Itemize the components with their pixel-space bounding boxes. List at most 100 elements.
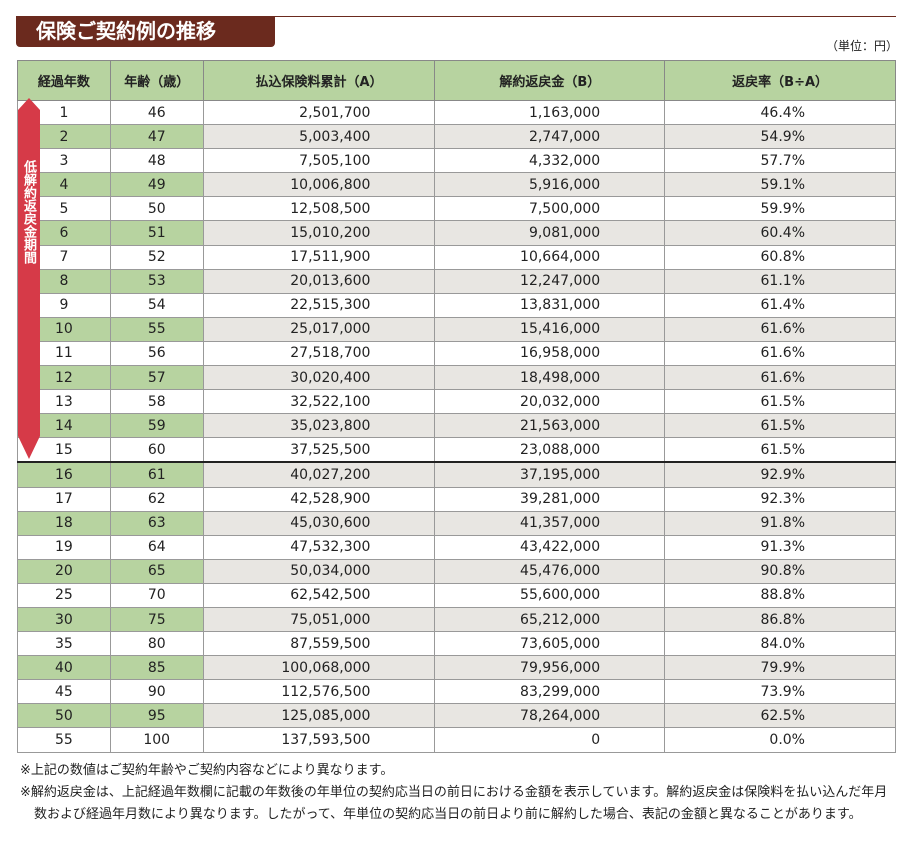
cell-surrender-value: 78,264,000 [434, 703, 666, 729]
cell-refund-rate: 62.5% [664, 703, 896, 729]
cell-years: 20 [17, 558, 111, 584]
cell-age: 52 [109, 244, 204, 270]
cell-refund-rate: 61.6% [664, 316, 896, 342]
cell-refund-rate: 91.3% [664, 534, 896, 560]
cell-years: 30 [17, 606, 111, 633]
table-row: 35 80 87,559,500 73,605,000 84.0% [17, 631, 896, 657]
cell-refund-rate: 61.5% [664, 437, 896, 463]
cell-age: 56 [109, 340, 204, 367]
cell-premium-total: 125,085,000 [202, 703, 436, 729]
unit-label: （単位：円） [825, 39, 898, 53]
cell-premium-total: 42,528,900 [202, 486, 436, 512]
cell-surrender-value: 13,831,000 [434, 292, 666, 318]
header-refund-rate: 返戻率（B÷A） [664, 60, 896, 101]
table-row: 30 75 75,051,000 65,212,000 86.8% [17, 606, 896, 633]
table-row: 15 60 37,525,500 23,088,000 61.5% [17, 437, 896, 463]
cell-years: 55 [17, 727, 111, 753]
cell-refund-rate: 90.8% [664, 558, 896, 584]
cell-premium-total: 27,518,700 [202, 340, 436, 367]
table-row: 25 70 62,542,500 55,600,000 88.8% [17, 582, 896, 608]
cell-premium-total: 22,515,300 [202, 292, 436, 318]
low-refund-period-arrow [18, 98, 40, 459]
cell-age: 100 [109, 727, 204, 753]
cell-refund-rate: 60.4% [664, 220, 896, 246]
cell-years: 40 [17, 655, 111, 681]
table-row: 16 61 40,027,200 37,195,000 92.9% [17, 461, 896, 488]
cell-years: 50 [17, 703, 111, 729]
cell-age: 95 [109, 703, 204, 729]
table-row: 14 59 35,023,800 21,563,000 61.5% [17, 413, 896, 439]
table-row: 17 62 42,528,900 39,281,000 92.3% [17, 486, 896, 512]
table-row: 11 56 27,518,700 16,958,000 61.6% [17, 340, 896, 367]
cell-premium-total: 12,508,500 [202, 196, 436, 222]
cell-surrender-value: 65,212,000 [434, 606, 666, 633]
cell-age: 54 [109, 292, 204, 318]
cell-years: 45 [17, 679, 111, 705]
cell-refund-rate: 59.9% [664, 196, 896, 222]
cell-age: 50 [109, 196, 204, 222]
table-header: 経過年数 年齢（歳） 払込保険料累計（A） 解約返戻金（B） 返戻率（B÷A） [17, 60, 896, 101]
cell-age: 70 [109, 582, 204, 608]
cell-refund-rate: 60.8% [664, 244, 896, 270]
table-row: 18 63 45,030,600 41,357,000 91.8% [17, 510, 896, 536]
cell-premium-total: 37,525,500 [202, 437, 436, 463]
cell-refund-rate: 73.9% [664, 679, 896, 705]
cell-surrender-value: 10,664,000 [434, 244, 666, 270]
cell-surrender-value: 1,163,000 [434, 99, 666, 126]
cell-surrender-value: 15,416,000 [434, 316, 666, 342]
low-refund-period-label: 低解約返戻金期間 [21, 160, 36, 264]
cell-surrender-value: 7,500,000 [434, 196, 666, 222]
cell-surrender-value: 18,498,000 [434, 365, 666, 391]
contract-example-table: 経過年数 年齢（歳） 払込保険料累計（A） 解約返戻金（B） 返戻率（B÷A） … [17, 60, 896, 753]
section-title: 保険ご契約例の推移 [16, 16, 275, 47]
cell-surrender-value: 43,422,000 [434, 534, 666, 560]
cell-age: 57 [109, 365, 204, 391]
cell-age: 90 [109, 679, 204, 705]
cell-premium-total: 10,006,800 [202, 172, 436, 198]
cell-surrender-value: 37,195,000 [434, 461, 666, 488]
cell-age: 47 [109, 124, 204, 150]
table-row: 19 64 47,532,300 43,422,000 91.3% [17, 534, 896, 560]
cell-premium-total: 112,576,500 [202, 679, 436, 705]
cell-surrender-value: 73,605,000 [434, 631, 666, 657]
cell-age: 61 [109, 461, 204, 488]
table-row: 5 50 12,508,500 7,500,000 59.9% [17, 196, 896, 222]
header-surrender-value: 解約返戻金（B） [434, 60, 666, 101]
cell-surrender-value: 2,747,000 [434, 124, 666, 150]
cell-refund-rate: 57.7% [664, 148, 896, 174]
cell-premium-total: 5,003,400 [202, 124, 436, 150]
cell-years: 18 [17, 510, 111, 536]
cell-refund-rate: 54.9% [664, 124, 896, 150]
cell-refund-rate: 79.9% [664, 655, 896, 681]
cell-age: 59 [109, 413, 204, 439]
table-row: 2 47 5,003,400 2,747,000 54.9% [17, 124, 896, 150]
cell-refund-rate: 61.5% [664, 413, 896, 439]
cell-age: 49 [109, 172, 204, 198]
cell-premium-total: 35,023,800 [202, 413, 436, 439]
cell-years: 17 [17, 486, 111, 512]
cell-refund-rate: 88.8% [664, 582, 896, 608]
cell-premium-total: 100,068,000 [202, 655, 436, 681]
cell-premium-total: 2,501,700 [202, 99, 436, 126]
cell-surrender-value: 16,958,000 [434, 340, 666, 367]
cell-surrender-value: 79,956,000 [434, 655, 666, 681]
cell-refund-rate: 59.1% [664, 172, 896, 198]
cell-surrender-value: 39,281,000 [434, 486, 666, 512]
cell-premium-total: 40,027,200 [202, 461, 436, 488]
cell-refund-rate: 92.9% [664, 461, 896, 488]
cell-surrender-value: 41,357,000 [434, 510, 666, 536]
cell-age: 51 [109, 220, 204, 246]
cell-age: 48 [109, 148, 204, 174]
footnote: ※上記の数値はご契約年齢やご契約内容などにより異なります。 [20, 763, 394, 778]
table-row: 10 55 25,017,000 15,416,000 61.6% [17, 316, 896, 342]
header-premium-total: 払込保険料累計（A） [202, 60, 436, 101]
table-row: 50 95 125,085,000 78,264,000 62.5% [17, 703, 896, 729]
cell-surrender-value: 5,916,000 [434, 172, 666, 198]
table-row: 55 100 137,593,500 0 0.0% [17, 727, 896, 753]
cell-premium-total: 20,013,600 [202, 268, 436, 294]
title-divider [275, 16, 896, 17]
cell-age: 64 [109, 534, 204, 560]
table-row: 3 48 7,505,100 4,332,000 57.7% [17, 148, 896, 174]
cell-premium-total: 47,532,300 [202, 534, 436, 560]
table-row: 8 53 20,013,600 12,247,000 61.1% [17, 268, 896, 294]
